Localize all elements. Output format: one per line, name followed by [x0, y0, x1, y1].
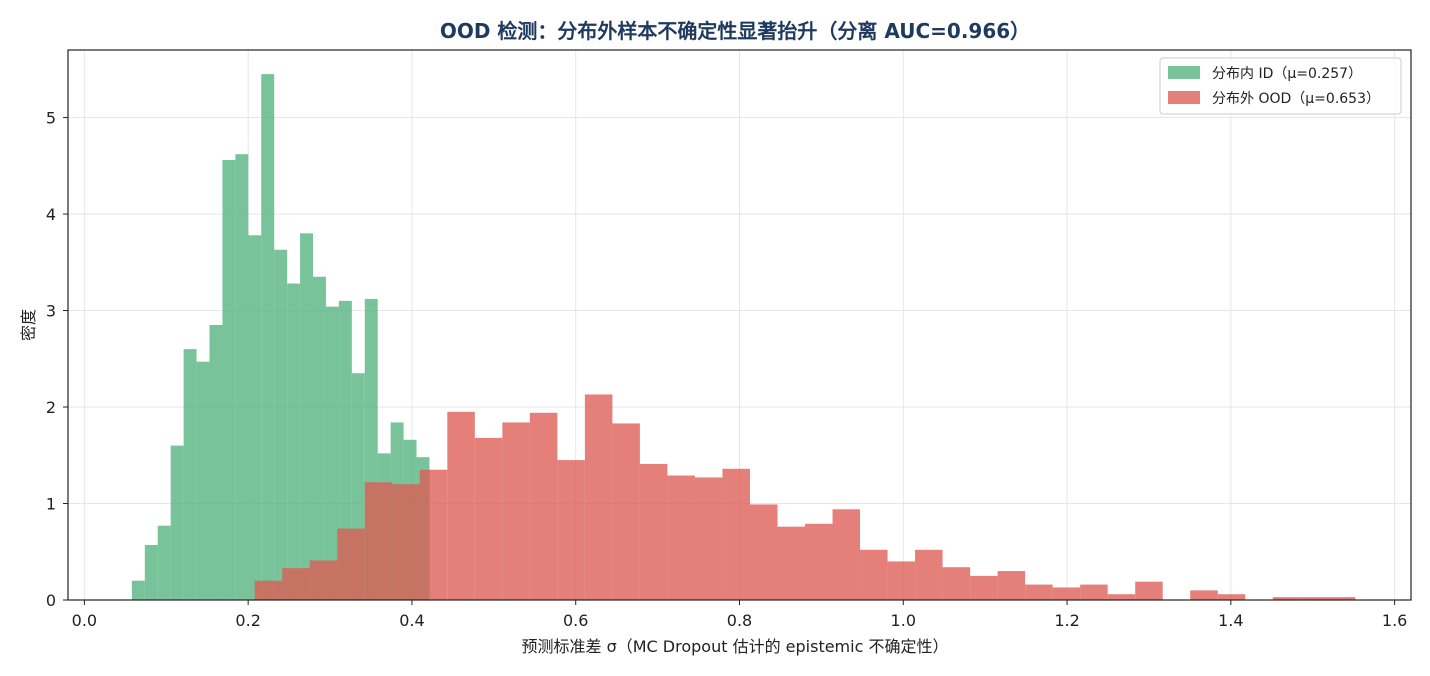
ood-bar: [337, 528, 365, 600]
ood-bar: [749, 504, 778, 600]
ood-bar: [1052, 587, 1081, 600]
ood-bar: [529, 412, 558, 600]
id-bar: [287, 283, 301, 600]
ood-bar: [970, 575, 998, 600]
y-axis-label: 密度: [19, 309, 38, 341]
x-axis-label: 预测标准差 σ（MC Dropout 估计的 epistemic 不确定性）: [522, 637, 949, 656]
x-tick-label: 1.0: [891, 611, 916, 630]
ood-bar: [887, 561, 916, 600]
id-bar: [313, 276, 326, 600]
ood-bar: [1025, 584, 1053, 600]
ood-bar: [447, 411, 475, 600]
x-tick-label: 1.6: [1382, 611, 1407, 630]
id-bar: [196, 361, 210, 600]
bars-layer: [131, 74, 1356, 601]
ood-bar: [557, 460, 585, 600]
id-bar: [157, 525, 171, 600]
ood-bar: [997, 571, 1026, 600]
ood-bar: [1327, 597, 1356, 600]
id-bar: [338, 300, 352, 600]
x-tick-label: 0.0: [72, 611, 97, 630]
ood-bar: [364, 482, 393, 600]
y-tick-label: 1: [46, 495, 56, 514]
plot-frame: [67, 49, 1412, 601]
x-tick-label: 0.6: [563, 611, 588, 630]
id-bar: [300, 233, 314, 601]
ood-bar: [1272, 597, 1301, 600]
legend-swatch-ood: [1168, 91, 1200, 104]
ood-bar: [1217, 594, 1246, 600]
ood-bar: [584, 394, 613, 600]
ood-bar: [1300, 597, 1328, 600]
y-tick-label: 3: [46, 302, 56, 321]
ood-bar: [1135, 581, 1163, 600]
id-bar: [131, 580, 145, 600]
ood-bar: [1107, 594, 1136, 600]
legend: 分布内 ID（μ=0.257） 分布外 OOD（μ=0.653）: [1159, 57, 1402, 115]
id-bar: [274, 249, 288, 600]
series-1: [254, 394, 1356, 600]
ood-bar: [832, 509, 861, 600]
ood-bar: [942, 567, 971, 600]
x-tick-label: 0.8: [727, 611, 752, 630]
ood-bar: [474, 437, 503, 600]
ood-bar: [1080, 584, 1108, 600]
ood-bar: [667, 475, 695, 600]
y-tick-label: 0: [46, 591, 56, 610]
ood-bar: [805, 523, 833, 600]
ood-bar: [777, 526, 806, 600]
id-bar: [261, 74, 275, 601]
ood-bar: [282, 568, 310, 600]
x-tick-label: 0.2: [235, 611, 260, 630]
id-bar: [325, 306, 339, 600]
x-tick-label: 0.4: [399, 611, 424, 630]
ticks-layer: 0.0 0.2 0.4 0.6 0.8 1.0 1.2 1.4 1.6 0 1 2 3 4 5: [46, 109, 1408, 630]
y-tick-label: 4: [46, 205, 56, 224]
ood-bar: [1190, 590, 1218, 600]
id-bar: [209, 325, 223, 600]
ood-bar: [860, 549, 888, 600]
ood-bar: [915, 549, 943, 600]
ood-bar: [254, 580, 283, 600]
id-bar: [235, 154, 249, 601]
ood-bar: [419, 469, 448, 600]
id-bar: [170, 445, 184, 600]
x-tick-label: 1.4: [1218, 611, 1243, 630]
id-bar: [222, 160, 236, 600]
ood-bar: [722, 468, 750, 600]
ood-bar: [612, 423, 640, 600]
id-bar: [183, 349, 197, 600]
chart-title: OOD 检测：分布外样本不确定性显著抬升（分离 AUC=0.966）: [440, 19, 1030, 43]
legend-label-id: 分布内 ID（μ=0.257）: [1212, 66, 1362, 82]
legend-box: [1159, 57, 1402, 115]
y-tick-label: 2: [46, 398, 56, 417]
ood-bar: [694, 477, 723, 600]
legend-label-ood: 分布外 OOD（μ=0.653）: [1212, 91, 1380, 107]
y-tick-label: 5: [46, 109, 56, 128]
ood-bar: [392, 484, 420, 600]
id-bar: [144, 545, 158, 600]
ood-bar: [502, 422, 530, 600]
ood-bar: [309, 560, 338, 600]
ood-bar: [639, 463, 668, 600]
id-bar: [248, 235, 262, 600]
legend-swatch-id: [1168, 66, 1200, 79]
x-tick-label: 1.2: [1054, 611, 1079, 630]
